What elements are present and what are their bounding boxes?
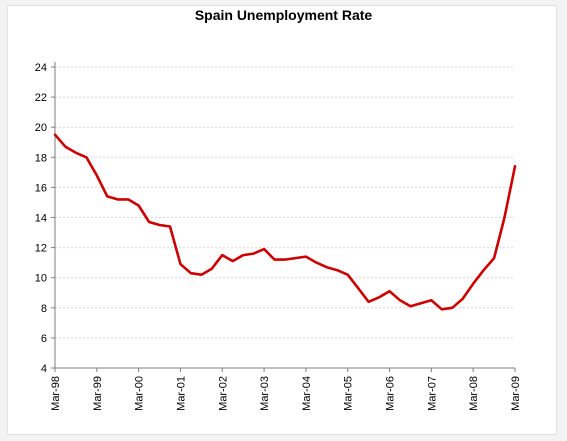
chart-title: Spain Unemployment Rate — [194, 7, 373, 23]
y-tick-label: 20 — [35, 122, 47, 134]
x-tick-label: Mar-02 — [217, 376, 229, 411]
y-tick-label: 10 — [35, 273, 47, 285]
x-tick-label: Mar-99 — [92, 376, 104, 411]
y-tick-label: 4 — [41, 363, 47, 375]
y-axis-ticks: 4 6 8 10 12 14 16 18 20 22 24 — [35, 62, 55, 375]
series-line — [53, 133, 517, 311]
x-axis-ticks: Mar-98 Mar-99 Mar-00 Mar-01 Mar-02 Mar-03 Mar-… — [50, 368, 522, 411]
x-tick-label: Mar-08 — [468, 376, 480, 411]
y-tick-label: 24 — [35, 62, 47, 74]
x-tick-label: Mar-04 — [301, 376, 313, 411]
x-tick-label: Mar-06 — [385, 376, 397, 411]
x-tick-label: Mar-00 — [134, 376, 146, 411]
y-tick-label: 12 — [35, 243, 47, 255]
y-tick-label: 16 — [35, 182, 47, 194]
y-tick-label: 8 — [41, 303, 47, 315]
x-tick-label: Mar-03 — [259, 376, 271, 411]
y-tick-label: 14 — [35, 213, 47, 225]
series-layer — [53, 133, 517, 311]
y-tick-label: 6 — [41, 333, 47, 345]
x-tick-label: Mar-09 — [510, 376, 522, 411]
x-tick-label: Mar-01 — [175, 376, 187, 411]
x-tick-label: Mar-05 — [343, 376, 355, 411]
y-tick-label: 22 — [35, 92, 47, 104]
axes — [54, 62, 515, 369]
x-tick-label: Mar-98 — [50, 376, 62, 411]
y-tick-label: 18 — [35, 152, 47, 164]
gridlines — [55, 66, 515, 339]
chart-frame — [7, 5, 557, 435]
x-tick-label: Mar-07 — [426, 376, 438, 411]
